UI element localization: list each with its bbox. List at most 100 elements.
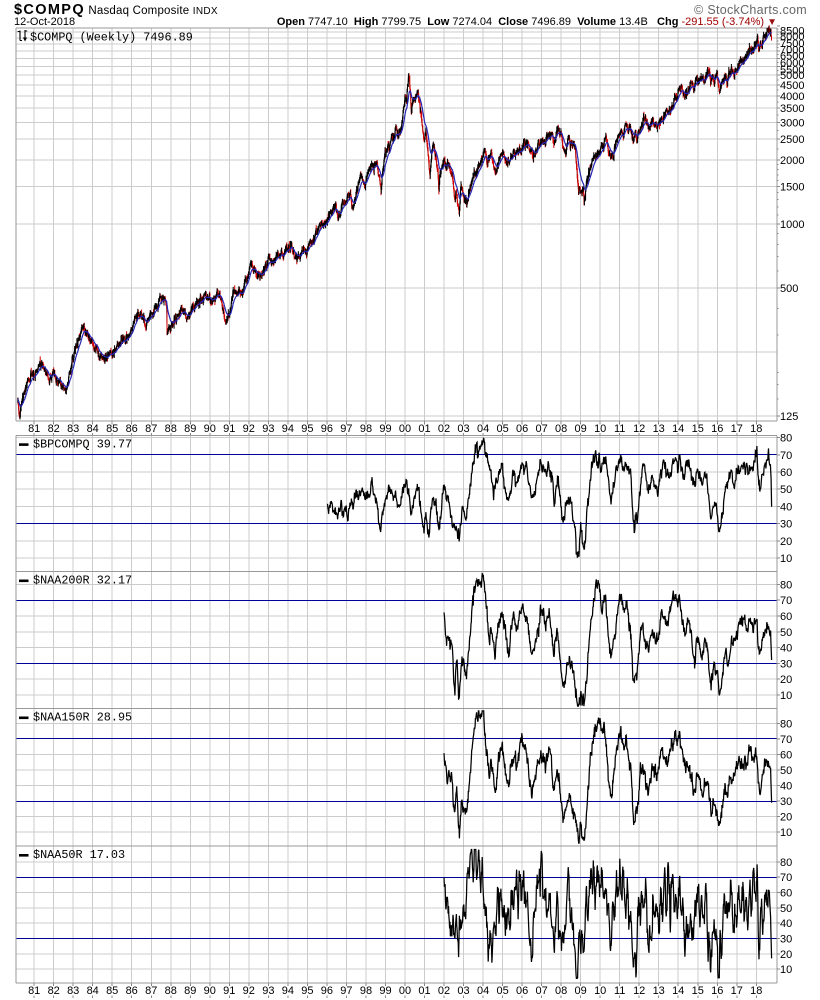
svg-text:08: 08 <box>555 985 567 997</box>
svg-text:60: 60 <box>780 749 792 761</box>
svg-text:$COMPQ (Weekly) 7496.89: $COMPQ (Weekly) 7496.89 <box>30 31 193 45</box>
svg-text:6500: 6500 <box>780 50 804 62</box>
svg-text:1000: 1000 <box>780 219 804 231</box>
svg-text:11: 11 <box>614 423 625 435</box>
svg-text:3500: 3500 <box>780 103 804 115</box>
svg-text:$NAA150R 28.95: $NAA150R 28.95 <box>33 711 132 725</box>
svg-text:98: 98 <box>360 423 372 435</box>
svg-text:81: 81 <box>28 985 40 997</box>
svg-text:09: 09 <box>574 423 586 435</box>
svg-text:09: 09 <box>574 985 586 997</box>
svg-text:03: 03 <box>457 423 469 435</box>
svg-text:14: 14 <box>672 423 684 435</box>
svg-text:99: 99 <box>379 985 391 997</box>
svg-text:80: 80 <box>780 718 792 730</box>
svg-text:86: 86 <box>126 423 138 435</box>
svg-text:05: 05 <box>496 985 508 997</box>
svg-text:500: 500 <box>780 283 798 295</box>
svg-text:82: 82 <box>48 423 60 435</box>
svg-text:50: 50 <box>780 627 792 639</box>
svg-text:99: 99 <box>379 423 391 435</box>
svg-text:4000: 4000 <box>780 91 804 103</box>
svg-text:50: 50 <box>780 484 792 496</box>
svg-text:6000: 6000 <box>780 58 804 70</box>
svg-text:70: 70 <box>780 734 792 746</box>
svg-text:13: 13 <box>653 423 665 435</box>
svg-text:13: 13 <box>653 985 665 997</box>
svg-text:84: 84 <box>87 985 99 997</box>
svg-text:17: 17 <box>731 985 743 997</box>
svg-text:02: 02 <box>438 985 450 997</box>
svg-text:91: 91 <box>223 985 235 997</box>
svg-text:125: 125 <box>780 411 798 423</box>
svg-text:40: 40 <box>780 643 792 655</box>
svg-text:50: 50 <box>780 765 792 777</box>
svg-text:95: 95 <box>301 985 313 997</box>
svg-text:90: 90 <box>204 985 216 997</box>
svg-text:2500: 2500 <box>780 134 804 146</box>
svg-text:01: 01 <box>418 985 430 997</box>
svg-text:08: 08 <box>555 423 567 435</box>
svg-text:4500: 4500 <box>780 80 804 92</box>
svg-text:97: 97 <box>340 423 352 435</box>
svg-text:98: 98 <box>360 985 372 997</box>
svg-text:30: 30 <box>780 934 792 946</box>
svg-text:15: 15 <box>692 423 704 435</box>
svg-text:95: 95 <box>301 423 313 435</box>
svg-text:10: 10 <box>780 827 792 839</box>
svg-text:40: 40 <box>780 918 792 930</box>
svg-text:03: 03 <box>457 985 469 997</box>
svg-text:87: 87 <box>145 985 157 997</box>
svg-text:1500: 1500 <box>780 181 804 193</box>
svg-text:86: 86 <box>126 985 138 997</box>
svg-text:06: 06 <box>516 423 528 435</box>
svg-text:7500: 7500 <box>780 38 804 50</box>
svg-text:80: 80 <box>780 857 792 869</box>
svg-text:7000: 7000 <box>780 44 804 56</box>
svg-text:70: 70 <box>780 872 792 884</box>
svg-text:18: 18 <box>750 985 762 997</box>
svg-text:40: 40 <box>780 501 792 513</box>
svg-text:93: 93 <box>262 985 274 997</box>
svg-text:5500: 5500 <box>780 65 804 77</box>
svg-text:60: 60 <box>780 888 792 900</box>
svg-text:17: 17 <box>731 423 743 435</box>
svg-text:10: 10 <box>780 964 792 976</box>
svg-text:10: 10 <box>780 553 792 565</box>
svg-text:82: 82 <box>48 985 60 997</box>
svg-text:97: 97 <box>340 985 352 997</box>
svg-text:06: 06 <box>516 985 528 997</box>
svg-text:85: 85 <box>106 985 118 997</box>
svg-text:02: 02 <box>438 423 450 435</box>
svg-text:12: 12 <box>633 985 645 997</box>
svg-text:20: 20 <box>780 812 792 824</box>
svg-text:$NAA50R 17.03: $NAA50R 17.03 <box>33 848 125 862</box>
svg-text:16: 16 <box>711 985 723 997</box>
svg-text:91: 91 <box>223 423 235 435</box>
svg-text:80: 80 <box>780 433 792 445</box>
svg-text:10: 10 <box>594 423 606 435</box>
svg-text:60: 60 <box>780 467 792 479</box>
svg-text:83: 83 <box>67 985 79 997</box>
svg-text:80: 80 <box>780 579 792 591</box>
svg-text:8500: 8500 <box>780 26 804 38</box>
svg-text:83: 83 <box>67 423 79 435</box>
svg-text:20: 20 <box>780 536 792 548</box>
svg-text:81: 81 <box>28 423 40 435</box>
svg-text:16: 16 <box>711 423 723 435</box>
svg-text:01: 01 <box>418 423 430 435</box>
svg-text:04: 04 <box>477 423 489 435</box>
svg-text:05: 05 <box>496 423 508 435</box>
svg-text:00: 00 <box>399 985 411 997</box>
svg-text:60: 60 <box>780 611 792 623</box>
svg-text:89: 89 <box>184 423 196 435</box>
svg-text:$BPCOMPQ 39.77: $BPCOMPQ 39.77 <box>33 438 132 452</box>
svg-text:87: 87 <box>145 423 157 435</box>
svg-text:92: 92 <box>243 985 255 997</box>
svg-text:12: 12 <box>633 423 645 435</box>
svg-text:85: 85 <box>106 423 118 435</box>
svg-text:96: 96 <box>321 423 333 435</box>
svg-text:92: 92 <box>243 423 255 435</box>
svg-text:3000: 3000 <box>780 117 804 129</box>
svg-text:30: 30 <box>780 519 792 531</box>
